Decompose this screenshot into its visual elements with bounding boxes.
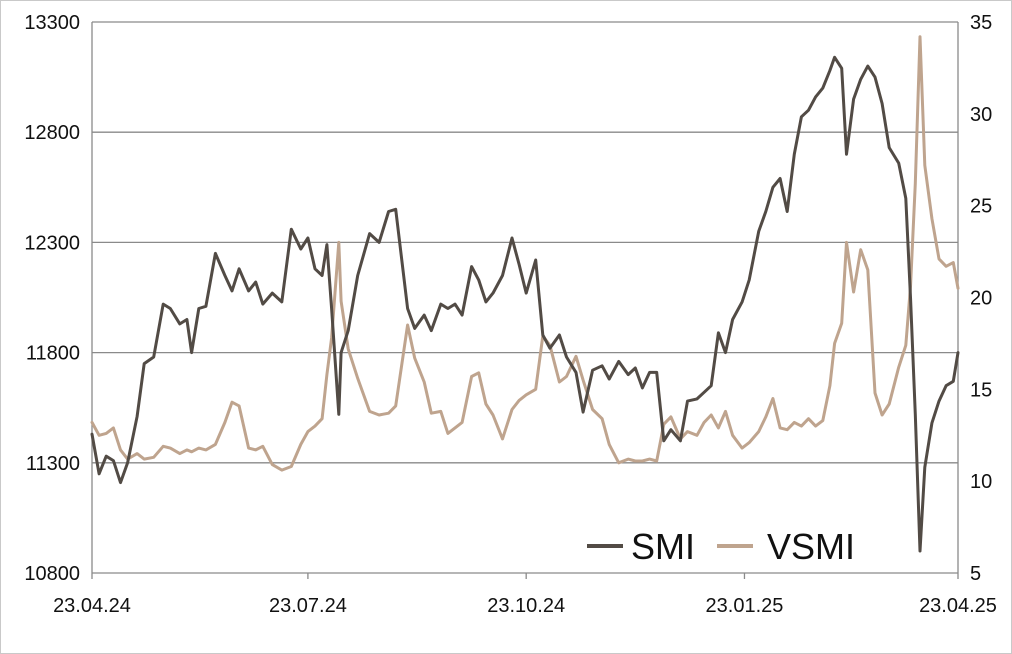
x-tick-label: 23.10.24 (487, 595, 565, 617)
x-tick-label: 23.04.24 (53, 595, 131, 617)
y-left-tick-label: 11800 (26, 343, 80, 365)
y-left-tick-label: 12300 (24, 232, 80, 254)
y-left-tick-label: 13300 (24, 12, 80, 34)
y-left-tick-label: 10800 (24, 563, 80, 585)
x-tick-label: 23.04.25 (919, 595, 997, 617)
y-right-tick-label: 20 (970, 288, 992, 310)
y-right-tick-label: 35 (970, 12, 992, 34)
y-right-tick-label: 25 (970, 196, 992, 218)
y-left-tick-label: 11300 (26, 453, 80, 475)
y-right-tick-label: 15 (970, 379, 992, 401)
legend: SMI VSMI (587, 526, 855, 567)
y-right-tick-label: 10 (970, 471, 992, 493)
series-lines (90, 35, 960, 553)
gridlines (92, 21, 958, 464)
y-right-tick-label: 5 (970, 563, 981, 585)
x-tick-label: 23.01.25 (706, 595, 784, 617)
legend-label-smi: SMI (631, 526, 695, 567)
y-left-tick-label: 12800 (24, 122, 80, 144)
legend-label-vsmi: VSMI (767, 526, 855, 567)
axes: 10800 11300 11800 12300 12800 13300 5 10 15 20 25 3… (24, 12, 997, 617)
y-right-tick-label: 30 (970, 104, 992, 126)
series-line-smi (90, 55, 960, 553)
series-line-vsmi (90, 35, 960, 472)
x-tick-label: 23.07.24 (269, 595, 347, 617)
